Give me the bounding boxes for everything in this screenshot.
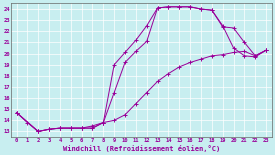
X-axis label: Windchill (Refroidissement éolien,°C): Windchill (Refroidissement éolien,°C) <box>63 144 220 152</box>
